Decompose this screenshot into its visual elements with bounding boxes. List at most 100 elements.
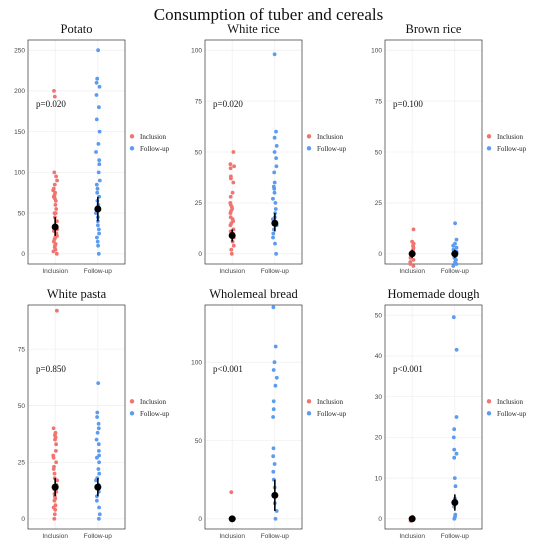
data-point-inclusion — [51, 426, 56, 431]
legend-label: Follow-up — [497, 145, 527, 153]
data-point-follow-up — [273, 344, 278, 349]
data-point-follow-up — [96, 243, 100, 248]
data-point-follow-up — [95, 190, 100, 195]
panel-homemade-dough: 0 10 20 30 40 50 Homemade dough p<0.001 Inclusio… — [375, 287, 527, 540]
data-point-follow-up — [273, 241, 277, 246]
x-tick-label: Follow-up — [441, 533, 470, 540]
data-point-inclusion — [52, 516, 57, 521]
data-point-follow-up — [453, 512, 458, 517]
data-point-follow-up — [274, 509, 279, 513]
x-tick-label: Follow-up — [84, 533, 113, 540]
y-tick-label: 25 — [195, 200, 203, 207]
y-tick-label: 100 — [191, 359, 202, 366]
data-point-follow-up — [96, 442, 101, 447]
y-tick-label: 20 — [375, 435, 383, 442]
legend-label: Inclusion — [497, 398, 524, 406]
y-tick-label: 100 — [371, 47, 382, 54]
panel-frame — [204, 304, 303, 530]
data-point-follow-up — [272, 52, 277, 57]
data-point-follow-up — [453, 241, 457, 246]
data-point-inclusion — [54, 251, 59, 256]
data-point-follow-up — [452, 476, 457, 480]
mean-point-inclusion — [408, 515, 416, 523]
data-point-follow-up — [272, 150, 277, 154]
data-point-inclusion — [229, 490, 234, 495]
y-tick-label: 0 — [378, 251, 382, 258]
data-point-follow-up — [97, 471, 102, 476]
data-point-inclusion — [53, 203, 58, 207]
data-point-inclusion — [231, 150, 236, 154]
data-point-follow-up — [94, 182, 99, 187]
data-point-inclusion — [52, 211, 57, 216]
data-point-inclusion — [54, 174, 58, 179]
data-point-follow-up — [96, 251, 101, 256]
panel-title: Homemade dough — [388, 287, 481, 301]
data-point-inclusion — [55, 178, 59, 183]
data-point-inclusion — [229, 247, 234, 252]
x-tick-label: Inclusion — [399, 533, 425, 540]
data-point-follow-up — [274, 251, 278, 256]
panel-frame — [384, 304, 483, 530]
x-tick-label: Follow-up — [261, 533, 290, 540]
data-point-follow-up — [273, 201, 278, 205]
data-point-inclusion — [55, 308, 59, 313]
y-tick-label: 0 — [21, 516, 25, 523]
data-point-inclusion — [52, 464, 56, 469]
data-point-follow-up — [95, 239, 100, 244]
y-tick-label: 10 — [375, 475, 383, 482]
data-point-inclusion — [232, 164, 237, 169]
y-tick-label: 0 — [21, 251, 25, 258]
data-point-follow-up — [452, 455, 457, 460]
data-point-follow-up — [272, 180, 277, 185]
data-point-follow-up — [453, 221, 457, 226]
legend-key-inclusion — [306, 399, 312, 404]
data-point-follow-up — [273, 207, 278, 211]
x-tick-label: Follow-up — [84, 268, 113, 275]
data-point-inclusion — [51, 186, 56, 191]
data-point-follow-up — [271, 184, 276, 189]
data-point-follow-up — [274, 156, 278, 161]
data-point-follow-up — [272, 170, 277, 175]
data-point-inclusion — [410, 239, 414, 244]
y-tick-label: 200 — [14, 88, 25, 95]
data-point-follow-up — [271, 368, 276, 372]
data-point-follow-up — [95, 430, 100, 435]
data-point-follow-up — [96, 426, 101, 431]
y-tick-label: 30 — [375, 394, 383, 401]
data-point-inclusion — [411, 227, 416, 232]
panel-wholemeal-bread: 0 50 100 Wholemeal bread p<0.001 Inclusion Fol… — [191, 287, 347, 540]
data-point-follow-up — [454, 245, 459, 250]
y-tick-label: 0 — [198, 516, 202, 523]
data-point-follow-up — [274, 144, 279, 148]
data-point-follow-up — [271, 196, 275, 201]
y-tick-label: 40 — [375, 353, 383, 360]
data-point-inclusion — [228, 201, 233, 205]
p-value-annotation: p<0.001 — [393, 364, 423, 374]
legend-key-inclusion — [129, 134, 135, 139]
mean-point-follow-up — [271, 491, 279, 499]
mean-point-inclusion — [51, 483, 59, 491]
data-point-follow-up — [274, 375, 279, 380]
y-tick-label: 25 — [375, 200, 383, 207]
data-point-follow-up — [95, 410, 100, 415]
legend-label: Inclusion — [140, 133, 167, 141]
data-point-follow-up — [95, 235, 99, 240]
data-point-follow-up — [451, 315, 456, 320]
data-point-follow-up — [454, 451, 459, 456]
panel-white-pasta: 0 25 50 75 White pasta p=0.850 Inclusion Follow… — [18, 287, 170, 540]
data-point-follow-up — [94, 80, 99, 85]
data-point-inclusion — [228, 194, 233, 199]
data-point-follow-up — [97, 516, 101, 521]
data-point-follow-up — [452, 427, 457, 432]
p-value-annotation: p<0.001 — [213, 364, 243, 374]
legend-key-inclusion — [306, 134, 312, 139]
panel-title: Brown rice — [406, 22, 462, 36]
legend-key-follow-up — [306, 146, 312, 151]
y-tick-label: 50 — [18, 210, 26, 217]
data-point-follow-up — [95, 186, 100, 191]
mean-point-follow-up — [451, 250, 459, 258]
data-point-follow-up — [274, 164, 279, 169]
legend-label: Inclusion — [317, 133, 344, 141]
data-point-follow-up — [453, 484, 458, 489]
legend-label: Follow-up — [140, 145, 170, 153]
